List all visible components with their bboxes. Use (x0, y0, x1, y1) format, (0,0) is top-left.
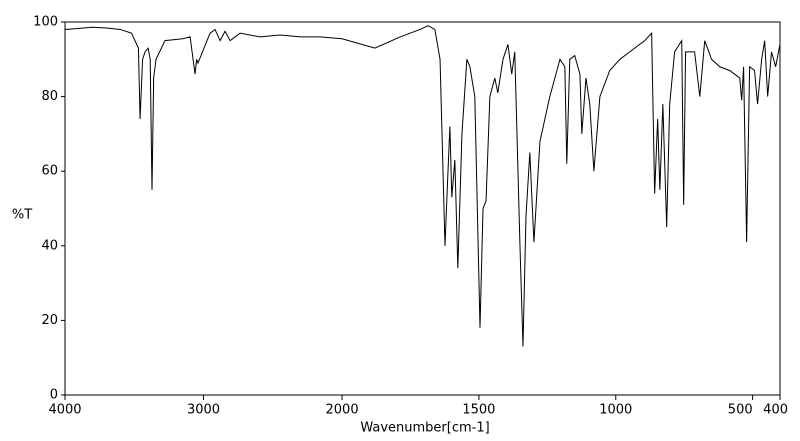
plot-frame (64, 21, 781, 396)
x-tick-label: 3000 (187, 403, 220, 418)
x-tick-label: 500 (728, 403, 753, 418)
y-axis-label: %T (12, 208, 32, 223)
y-tick-label: 60 (41, 164, 58, 179)
x-tick-label: 1500 (462, 403, 495, 418)
y-tick-label: 20 (41, 313, 58, 328)
spectrum-line (64, 25, 781, 347)
x-tick-label: 400 (763, 403, 788, 418)
y-tick-label: 0 (50, 388, 58, 403)
y-tick-label: 80 (41, 89, 58, 104)
y-tick-label: 100 (33, 15, 58, 30)
x-tick-label: 1000 (599, 403, 632, 418)
x-tick-label: 4000 (48, 403, 81, 418)
y-tick-label: 40 (41, 238, 58, 253)
x-tick-label: 2000 (326, 403, 359, 418)
x-axis-label: Wavenumber[cm-1] (360, 421, 489, 436)
